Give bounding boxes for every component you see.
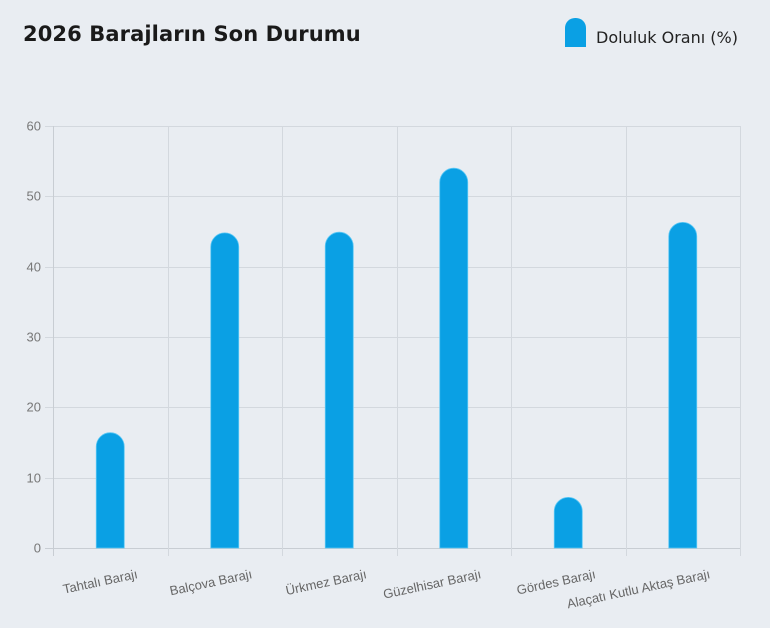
x-tick-label: Balçova Barajı xyxy=(168,566,253,598)
bar[interactable] xyxy=(210,232,240,549)
y-tick-label: 0 xyxy=(34,541,41,556)
y-axis-ticks: 0 10 20 30 40 50 60 xyxy=(27,119,41,556)
y-tick-label: 20 xyxy=(27,400,41,415)
y-tick-label: 60 xyxy=(27,119,41,134)
bar[interactable] xyxy=(439,167,469,549)
y-tick-label: 30 xyxy=(27,330,41,345)
y-tick-label: 50 xyxy=(27,189,41,204)
y-tick-label: 10 xyxy=(27,471,41,486)
chart-title: 2026 Barajların Son Durumu xyxy=(23,22,361,46)
legend-label: Doluluk Oranı (%) xyxy=(596,28,738,47)
bar[interactable] xyxy=(324,231,354,549)
legend-swatch-icon xyxy=(565,18,586,47)
x-tick-label: Tahtalı Barajı xyxy=(62,566,139,596)
x-axis-labels: Tahtalı Barajı Balçova Barajı Ürkmez Baraj… xyxy=(62,566,712,611)
chart-grid xyxy=(45,126,741,556)
legend-item[interactable]: Doluluk Oranı (%) xyxy=(565,18,738,47)
x-tick-label: Ürkmez Barajı xyxy=(284,566,368,598)
x-tick-label: Güzelhisar Barajı xyxy=(382,566,483,601)
bar[interactable] xyxy=(668,222,698,549)
bars xyxy=(95,167,698,549)
y-tick-label: 40 xyxy=(27,260,41,275)
bar[interactable] xyxy=(95,432,125,549)
bar[interactable] xyxy=(553,497,583,549)
